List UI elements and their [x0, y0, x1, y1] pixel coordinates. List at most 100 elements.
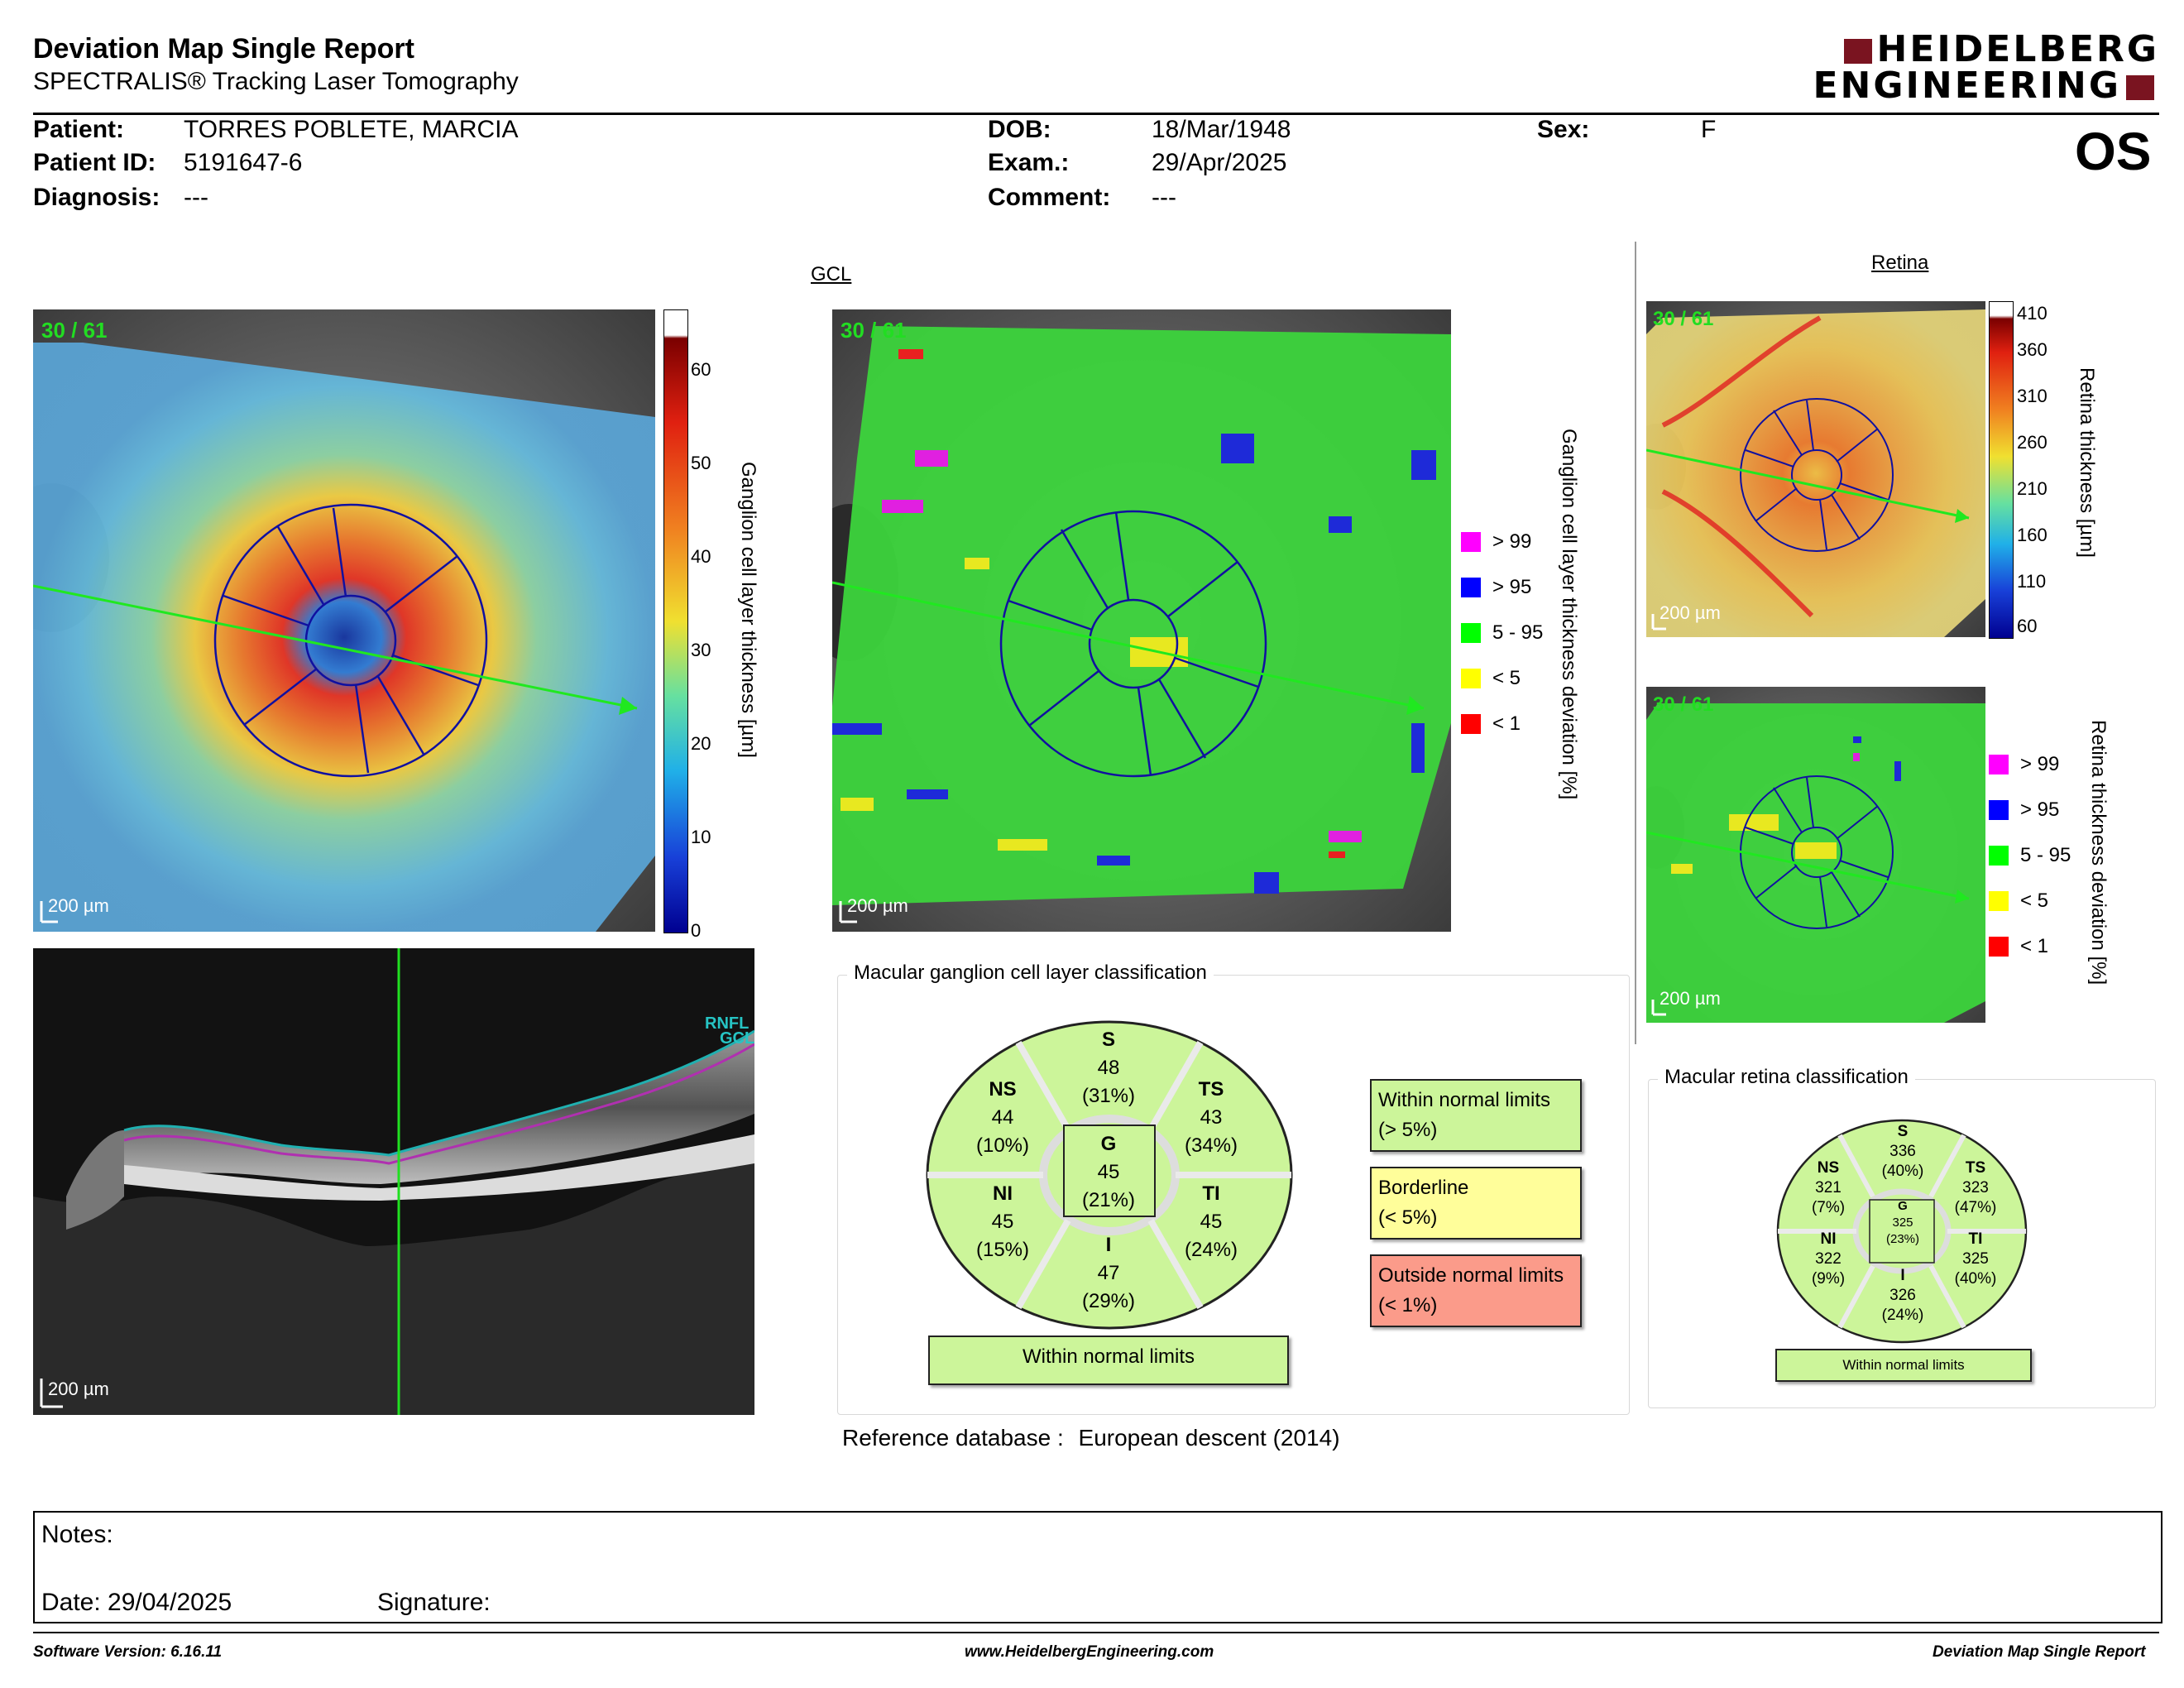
- sector-value: 45: [991, 1211, 1014, 1233]
- gcl-tick: 60: [691, 359, 711, 380]
- legend-onl-text: Outside normal limits: [1378, 1264, 1564, 1287]
- retina-deviation-map: 30 / 61 200 µm: [1646, 687, 1985, 1023]
- sector-percent: (15%): [975, 1239, 1030, 1261]
- footer-software-version: Software Version: 6.16.11: [33, 1643, 223, 1661]
- sector-value: 325: [1962, 1250, 1989, 1268]
- sector-value: 47: [1097, 1262, 1120, 1284]
- retina-deviation-legend: > 99 > 95 5 - 95 < 5 < 1: [1989, 741, 2080, 969]
- reference-label: Reference database :: [842, 1425, 1064, 1451]
- legend-label: < 5: [1492, 666, 1521, 689]
- notes-signature: Signature:: [377, 1589, 491, 1616]
- retina-sector-i: I 326 (24%): [1878, 1266, 1928, 1326]
- gcl-colorbar: [663, 309, 688, 933]
- notes-box: Notes: Date: 29/04/2025 Signature:: [33, 1511, 2162, 1623]
- gcl-tick: 50: [691, 453, 711, 473]
- retina-sector-g: G 325 (23%): [1878, 1198, 1928, 1248]
- company-logo: HEIDELBERG ENGINEERING: [1779, 31, 2159, 104]
- notes-label: Notes:: [41, 1521, 113, 1548]
- gcl-tick: 20: [691, 733, 711, 754]
- sector-label: S: [1897, 1123, 1909, 1140]
- legend-swatch-magenta: [1989, 754, 2009, 774]
- retina-tick: 360: [2017, 339, 2048, 360]
- retina-sector-chart: [1774, 1117, 2030, 1345]
- legend-label: < 1: [2020, 934, 2049, 957]
- patient-name: TORRES POBLETE, MARCIA: [184, 116, 519, 143]
- diagnosis-label: Diagnosis:: [33, 184, 160, 211]
- reference-value: European descent (2014): [1078, 1425, 1340, 1451]
- gcl-frame-label: 30 / 61: [41, 318, 108, 343]
- gcl-section-title: GCL: [811, 263, 852, 285]
- gcl-tick: 0: [691, 920, 702, 941]
- gcl-classification-panel: [837, 975, 1630, 1415]
- dob-label: DOB:: [988, 116, 1051, 143]
- retina-deviation-frame-label: 30 / 61: [1653, 693, 1714, 716]
- report-title: Deviation Map Single Report: [33, 33, 414, 65]
- legend-label: < 1: [1492, 712, 1521, 735]
- sector-value: 321: [1815, 1179, 1842, 1196]
- legend-label: 5 - 95: [2020, 843, 2071, 866]
- gcl-sector-g: G 45 (21%): [1075, 1130, 1142, 1215]
- legend-outside-normal: Outside normal limits (< 1%): [1370, 1254, 1582, 1327]
- retina-colorbar: [1989, 301, 2014, 639]
- sex-label: Sex:: [1537, 116, 1590, 143]
- gcl-colorbar-ticks: 60 50 40 30 20 10 0: [691, 354, 732, 941]
- retina-tick: 60: [2017, 616, 2038, 636]
- legend-swatch-blue: [1461, 577, 1481, 597]
- legend-swatch-yellow: [1461, 668, 1481, 688]
- sector-value: 45: [1200, 1211, 1223, 1233]
- gcl-deviation-scale: 200 µm: [847, 895, 908, 916]
- retina-sector-ns: NS 321 (7%): [1803, 1158, 1853, 1218]
- sector-label: NI: [1820, 1230, 1837, 1248]
- legend-label: > 99: [1492, 530, 1532, 553]
- reference-database: Reference database : European descent (2…: [842, 1425, 1340, 1451]
- retina-tick: 310: [2017, 386, 2048, 406]
- gcl-sector-s: S 48 (31%): [1075, 1026, 1142, 1110]
- legend-swatch-blue: [1989, 799, 2009, 820]
- legend-wnl-text: Within normal limits: [1378, 1089, 1551, 1111]
- retina-sector-ti: TI 325 (40%): [1951, 1230, 2000, 1289]
- footer-website: www.HeidelbergEngineering.com: [965, 1643, 1214, 1661]
- patient-label: Patient:: [33, 116, 125, 143]
- legend-onl-threshold: (< 1%): [1378, 1294, 1438, 1316]
- gcl-deviation-frame-label: 30 / 61: [841, 318, 907, 343]
- sector-label: G: [1100, 1133, 1117, 1155]
- retina-sector-ts: TS 323 (47%): [1951, 1158, 2000, 1218]
- footer-divider: [33, 1632, 2159, 1633]
- gcl-classification-title: Macular ganglion cell layer classificati…: [847, 961, 1214, 985]
- legend-swatch-red: [1461, 713, 1481, 734]
- retina-thickness-map: 30 / 61 200 µm: [1646, 301, 1985, 637]
- gcl-classification-result: Within normal limits: [928, 1336, 1289, 1385]
- comment-label: Comment:: [988, 184, 1111, 211]
- sector-percent: (9%): [1811, 1270, 1846, 1288]
- gcl-tick: 10: [691, 827, 711, 847]
- legend-bl-text: Borderline: [1378, 1177, 1469, 1199]
- gcl-sector-i: I 47 (29%): [1075, 1231, 1142, 1316]
- legend-label: < 5: [2020, 889, 2049, 912]
- comment-value: ---: [1152, 184, 1176, 211]
- retina-colorbar-ticks: 410 360 310 260 210 160 110 60: [2017, 301, 2058, 637]
- sector-percent: (10%): [975, 1134, 1030, 1157]
- retina-deviation-title: Retina thickness deviation [%]: [2087, 720, 2110, 985]
- eye-label: OS: [2075, 122, 2152, 181]
- legend-label: 5 - 95: [1492, 621, 1544, 644]
- sector-percent: (40%): [1881, 1163, 1924, 1180]
- retina-sector-ni: NI 322 (9%): [1803, 1230, 1853, 1289]
- gcl-layer-label: GCL: [720, 1029, 755, 1048]
- retina-tick: 260: [2017, 432, 2048, 453]
- sector-percent: (24%): [1184, 1239, 1238, 1261]
- gcl-thickness-map: 30 / 61 200 µm: [33, 309, 655, 932]
- notes-date: Date: 29/04/2025: [41, 1589, 232, 1616]
- sector-value: 43: [1200, 1106, 1223, 1129]
- oct-scale: 200 µm: [48, 1379, 109, 1399]
- legend-label: > 95: [1492, 575, 1532, 598]
- exam-value: 29/Apr/2025: [1152, 149, 1287, 176]
- retina-tick: 410: [2017, 303, 2048, 324]
- gcl-map-scale: 200 µm: [48, 895, 109, 916]
- gcl-sector-ns: NS 44 (10%): [970, 1076, 1036, 1160]
- sector-percent: (24%): [1881, 1307, 1924, 1324]
- sector-percent: (31%): [1081, 1085, 1136, 1107]
- sector-value: 322: [1815, 1250, 1842, 1268]
- sector-label: G: [1898, 1199, 1908, 1213]
- patient-id-label: Patient ID:: [33, 149, 156, 176]
